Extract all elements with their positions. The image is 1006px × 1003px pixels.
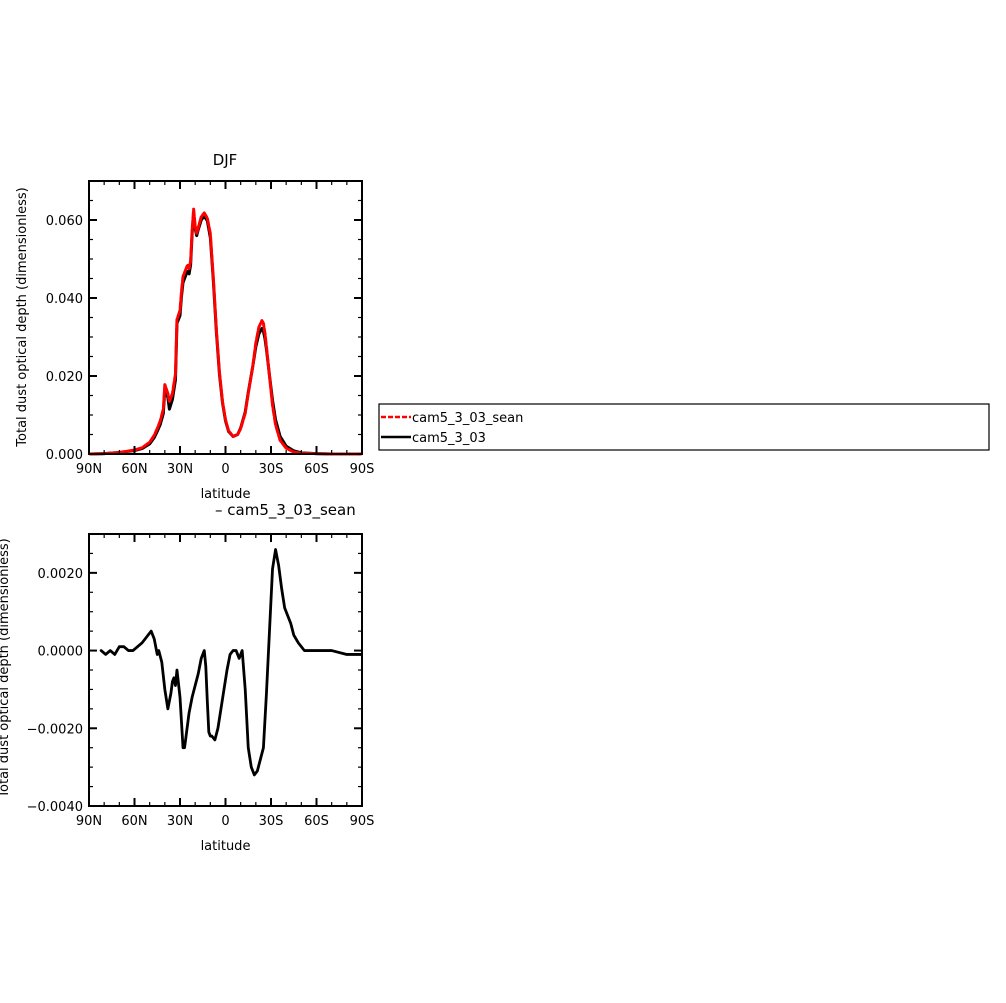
x-tick-label: 90S — [350, 814, 375, 829]
legend-entry-base: cam5_3_03 — [412, 431, 486, 446]
legend-entry-sean: cam5_3_03_sean — [412, 411, 523, 426]
series-layer — [99, 548, 362, 777]
y-axis-label: Total dust optical depth (dimensionless) — [15, 187, 30, 447]
series-layer — [89, 207, 362, 456]
ticks-layer: 90N 60N 30N 0 30S 60S 90S 0.000 0.020 0.040 0.060 — [46, 180, 375, 477]
x-tick-label: 30S — [259, 462, 284, 477]
legend-box — [378, 403, 990, 451]
x-tick-label: 60S — [304, 462, 329, 477]
x-tick-label: 30N — [167, 462, 193, 477]
y-tick-label: 0.040 — [46, 292, 83, 307]
series-line-series-0 — [99, 548, 362, 777]
x-tick-label: 0 — [221, 462, 229, 477]
x-tick-label: 90N — [76, 462, 102, 477]
series-line-cam5_3_03_sean — [89, 207, 362, 456]
x-axis-label: latitude — [201, 487, 251, 502]
x-tick-label: 90S — [350, 462, 375, 477]
x-tick-label: 90N — [76, 814, 102, 829]
x-tick-label: 30S — [259, 814, 284, 829]
y-axis-label: Total dust optical depth (dimensionless) — [0, 538, 12, 798]
y-tick-label: 0.0020 — [38, 567, 84, 582]
plot-frame — [88, 533, 363, 807]
panel-top: 90N 60N 30N 0 30S 60S 90S0.0000.0200.0400.060 … — [15, 151, 374, 502]
chart-title: DJF — [213, 151, 238, 169]
panel-bottom: 90N 60N 30N 0 30S 60S 90S −0.0040 −0.0020 0.0000 0… — [0, 501, 374, 854]
x-tick-label: 60S — [304, 814, 329, 829]
y-tick-label: 0.000 — [46, 448, 83, 463]
y-tick-label: −0.0020 — [27, 722, 83, 737]
x-tick-label: 60N — [121, 462, 147, 477]
legend: cam5_3_03_sean cam5_3_03 — [378, 403, 990, 451]
y-tick-label: −0.0040 — [27, 800, 83, 815]
x-tick-label: 30N — [167, 814, 193, 829]
x-tick-label: 60N — [121, 814, 147, 829]
y-tick-label: 0.0000 — [38, 645, 84, 660]
chart-title: – cam5_3_03_sean — [215, 501, 356, 520]
ticks-layer: 90N 60N 30N 0 30S 60S 90S −0.0040 −0.0020 0.0000 0… — [27, 533, 375, 829]
y-tick-label: 0.020 — [46, 370, 83, 385]
y-tick-label: 0.060 — [46, 214, 83, 229]
x-axis-label: latitude — [201, 839, 251, 854]
x-tick-label: 0 — [221, 814, 229, 829]
